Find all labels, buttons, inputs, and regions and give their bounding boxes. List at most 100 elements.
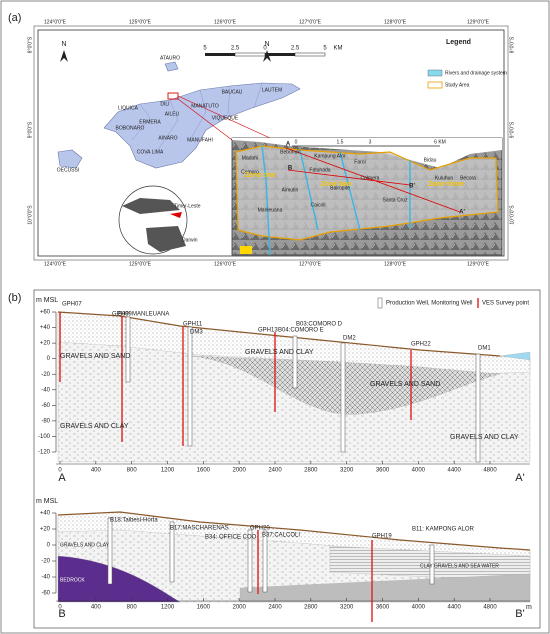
y-tick-label: -20 [41,372,50,378]
x-tick-label: 2800 [304,468,318,474]
globe [118,185,188,255]
lat-label: 8°0'0"S [27,36,33,53]
lat-label: 9°0'0"S [27,121,33,138]
x-tick-label: 3600 [376,468,390,474]
place-label: Bebonuk [280,149,300,155]
unit-label: GRAVELS AND SAND [370,381,440,388]
legend-item: Rivers and drainage system [445,70,507,76]
well [125,316,131,383]
x-tick-label: 3200 [340,605,354,611]
lon-label: 129°0'0"E [467,261,490,267]
y-tick-label: -40 [41,575,50,581]
district-label: OECUSSI [57,167,80,173]
x-tick-label: 4400 [447,605,461,611]
well-label: GPH09 [112,312,132,318]
x-tick-label: 2400 [268,605,282,611]
y-tick-label: -60 [41,591,50,597]
district-label: LAUTEM [262,87,282,93]
well-label: GPH07 [62,302,82,308]
north-label: N [264,41,269,48]
x-tick-label: 400 [91,605,102,611]
district-label: MANUFAHI [187,137,213,143]
lon-label: 127°0'0"E [299,261,322,267]
y-tick-label: +60 [40,310,51,316]
unit-label: GRAVELS AND SAND [60,353,130,360]
y-tick-label: -100 [38,434,51,440]
well-label: B34: OFFICE COO [205,535,257,541]
x-tick-label: 800 [127,605,138,611]
place-label: Manleuana [258,207,283,213]
lat-label: 8°0'0"S [509,36,515,53]
well [169,521,175,583]
well-label: B11: KAMPONG ALOR [412,527,475,533]
section-frame [33,289,541,629]
y-tick-label: +20 [40,527,51,533]
district-label: LIQUICA [118,105,139,111]
north-arrow [60,50,68,62]
district-label: VIQUEQUE [212,115,239,121]
lon-label: 124°0'0"E [44,261,67,267]
zone-label: Zone one [244,172,275,179]
place-label: Bairopite [330,185,350,191]
x-tick-label: 4400 [447,468,461,474]
map-outer-frame [33,25,509,261]
scale-label: KM [334,46,343,52]
well-label: B37:CALCOLI [262,533,300,539]
district-label: AILEU [165,111,180,117]
axis-label: m MSL [36,297,58,304]
section-end: A' [515,472,524,484]
well [292,335,298,389]
x-tick-label: 4000 [412,468,426,474]
unit-label: GRAVELS AND CLAY [245,349,314,356]
lat-label: 10°0'0"S [27,205,33,225]
profile-point: A' [459,210,465,216]
district-label: BOBONARO [116,125,145,131]
well-label: GPH19 [372,534,392,540]
place-label: Kampung Alor [314,153,346,159]
profile-point: B' [409,184,415,190]
y-tick-label: +20 [40,341,51,347]
x-tick-label: 400 [91,468,102,474]
lon-label: 129°0'0"E [467,19,490,25]
y-tick-label: -40 [41,387,50,393]
section-end: B' [515,608,524,620]
lon-label: 127°0'0"E [299,19,322,25]
x-tick-label: 3600 [376,605,390,611]
x-tick-label: 2400 [268,468,282,474]
inset-scale-label: 1.5 [337,139,344,145]
x-tick-label: 0 [58,468,62,474]
globe-label: Darwin [182,237,198,243]
well-label: DM1 [478,346,491,352]
lon-label: 125°0'0"E [129,261,152,267]
district-label: COVA LIMA [137,149,164,155]
scale-label: 0 [263,46,267,52]
unit-label: GRAVELS AND CLAY [60,542,110,548]
lon-label: 128°0'0"E [384,19,407,25]
zone-label: Zone three [428,181,464,188]
place-label: Kuluhun [435,175,454,181]
lon-label: 124°0'0"E [44,19,67,25]
legend-item: Study Area [445,82,470,88]
lon-label: 126°0'0"E [214,261,237,267]
district-label: DILI [160,101,169,107]
y-tick-label: 0 [47,356,51,362]
ground-surface [57,511,531,551]
district-label: ATAURO [160,55,180,61]
scale-label: 5 [323,46,327,52]
lat-label: 9°0'0"S [509,121,515,138]
y-tick-label: -120 [38,450,51,456]
y-tick-label: +40 [40,511,51,517]
scale-bar [205,52,440,147]
district-label: ERMERA [139,119,161,125]
section-end: B [58,608,65,620]
well [262,530,268,593]
geologic-unit [57,555,181,603]
inset-scale-label: 0 [295,139,298,145]
place-label: Farol [354,159,365,165]
legend-title: Legend [446,39,471,46]
unit-label: GRAVELS AND CLAY [450,434,519,441]
y-tick-label: -20 [41,559,50,565]
x-tick-label: 2000 [232,468,246,474]
well [340,342,346,453]
